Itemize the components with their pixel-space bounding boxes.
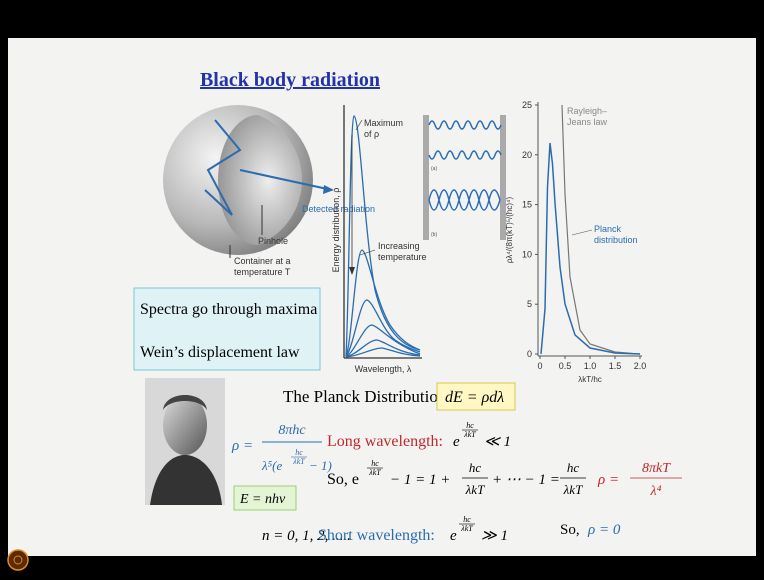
- x-tick-label: 2.0: [634, 361, 647, 371]
- formula: 8πkT: [642, 461, 671, 476]
- formula: λ⁵(e: [261, 458, 282, 473]
- figure-label: (a): [431, 166, 437, 172]
- y-tick-label: 5: [527, 299, 532, 309]
- note: Spectra go through maxima: [140, 301, 317, 318]
- y-tick-label: 15: [522, 200, 532, 210]
- formula: λkT: [460, 524, 473, 533]
- figure-label: of ρ: [364, 129, 379, 139]
- formula: hc: [295, 448, 303, 457]
- formula: hc: [567, 460, 580, 475]
- figure-label: Increasing: [378, 241, 420, 251]
- condition-label: Short wavelength:: [318, 527, 435, 544]
- formula: hc: [463, 515, 471, 524]
- formula: So,: [560, 522, 580, 538]
- formula: λkT: [368, 468, 381, 477]
- formula: λkT: [463, 430, 476, 439]
- formula: So, e: [327, 471, 359, 488]
- figure-label: Maximum: [364, 118, 403, 128]
- figure-label: temperature T: [234, 267, 291, 277]
- axis-label: Energy distribution, ρ: [331, 188, 341, 273]
- y-tick-label: 20: [522, 150, 532, 160]
- figure-label: Container at a: [234, 256, 291, 266]
- x-tick-label: 1.5: [609, 361, 622, 371]
- formula: hc: [469, 460, 482, 475]
- formula: λkT: [563, 482, 583, 497]
- formula: 8πhc: [278, 423, 306, 438]
- x-tick-label: 0.5: [559, 361, 572, 371]
- formula: e: [450, 528, 457, 544]
- formula: λ⁴: [650, 484, 662, 499]
- slide-title: Black body radiation: [200, 69, 380, 91]
- portrait: [145, 378, 225, 505]
- figure-label: distribution: [594, 235, 638, 245]
- slide-frame: Black body radiation Detected radiation …: [0, 0, 764, 580]
- formula: + ⋯ − 1 =: [492, 472, 560, 488]
- formula: dE = ρdλ: [445, 389, 504, 406]
- y-tick-label: 25: [522, 100, 532, 110]
- axis-label: ρλ⁴/(8π(kT)⁵/(hc)⁴): [505, 197, 514, 264]
- figure-label: (b): [431, 232, 437, 238]
- formula: ρ =: [231, 438, 253, 454]
- formula: − 1 = 1 +: [390, 472, 450, 488]
- x-tick-label: 0: [537, 361, 542, 371]
- formula: ≫ 1: [481, 528, 508, 544]
- formula: λkT: [465, 482, 485, 497]
- condition-label: Long wavelength:: [327, 433, 443, 450]
- formula: hc: [371, 459, 379, 468]
- heading: The Planck Distribution:: [283, 387, 451, 406]
- formula: ρ =: [597, 472, 619, 488]
- formula: ≪ 1: [484, 434, 511, 450]
- logo: [8, 550, 28, 570]
- formula: E = nhν: [239, 492, 286, 507]
- formula: λkT: [292, 457, 305, 466]
- axis-label: λkT/hc: [578, 375, 602, 384]
- figure-label: Rayleigh–: [567, 106, 607, 116]
- axis-label: Wavelength, λ: [355, 364, 412, 374]
- figure-label: Jeans law: [567, 117, 608, 127]
- figure-label: temperature: [378, 252, 427, 262]
- figure-label: Planck: [594, 224, 622, 234]
- figure-label: Pinhole: [258, 236, 288, 246]
- y-tick-label: 10: [522, 249, 532, 259]
- y-tick-label: 0: [527, 349, 532, 359]
- formula: ρ = 0: [587, 522, 621, 538]
- note: Wein’s displacement law: [140, 344, 300, 361]
- x-tick-label: 1.0: [584, 361, 597, 371]
- formula: hc: [466, 421, 474, 430]
- formula: e: [453, 434, 460, 450]
